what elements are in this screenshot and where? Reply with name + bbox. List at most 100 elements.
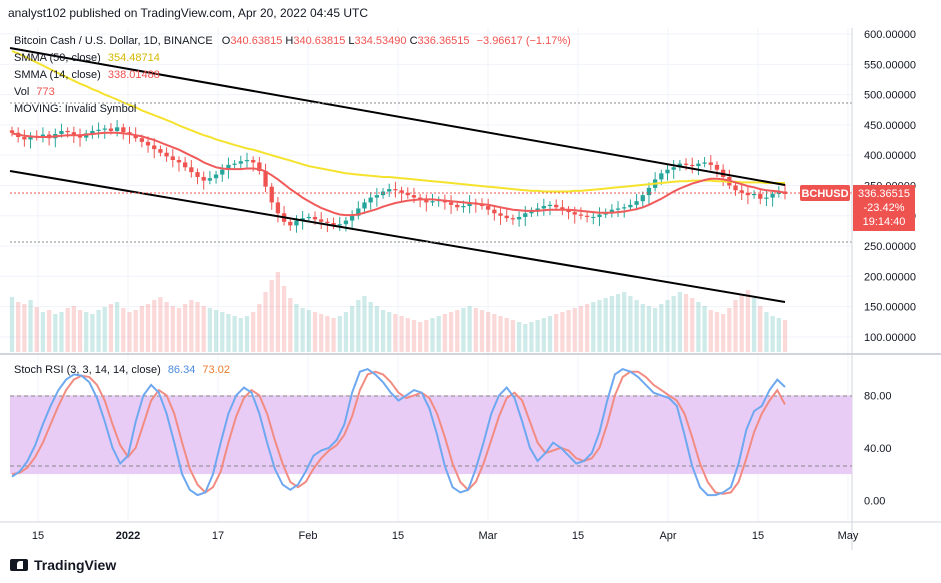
sma50-line bbox=[11, 50, 785, 193]
stoch-band bbox=[10, 395, 852, 475]
candle-body bbox=[164, 152, 169, 157]
stoch-k-line bbox=[11, 367, 786, 497]
candle-body bbox=[152, 145, 157, 150]
volume-bar bbox=[300, 308, 305, 352]
volume-bar bbox=[380, 310, 386, 352]
stoch-d-line bbox=[11, 370, 786, 495]
candle-body bbox=[108, 128, 114, 131]
volume-bar bbox=[609, 296, 614, 352]
volume-bar bbox=[337, 316, 342, 352]
candle-body bbox=[671, 167, 676, 170]
candle-body bbox=[102, 128, 107, 130]
volume-bar bbox=[696, 302, 701, 352]
sma14-label: SMMA (14, close) bbox=[14, 69, 101, 81]
volume-bar bbox=[46, 310, 52, 352]
price-tag: BCHUSD 336.36515 -23.42% 19:14:40 bbox=[800, 185, 915, 231]
volume-bar bbox=[622, 292, 627, 352]
candle-body bbox=[751, 193, 757, 196]
candle-body bbox=[294, 220, 299, 226]
volume-bar bbox=[189, 300, 194, 352]
price-tag-change: -23.42% bbox=[864, 202, 905, 214]
moving-legend[interactable]: MOVING: Invalid Symbol bbox=[14, 103, 136, 115]
volume-bar bbox=[183, 304, 188, 352]
candle-body bbox=[65, 130, 70, 133]
candle-body bbox=[59, 130, 64, 134]
time-tick-label: Mar bbox=[479, 530, 498, 542]
volume-bar bbox=[442, 314, 448, 352]
candle-body bbox=[405, 192, 410, 196]
candle-body bbox=[207, 178, 213, 181]
volume-bar bbox=[145, 304, 151, 352]
volume-bar bbox=[127, 312, 132, 352]
candle-body bbox=[362, 202, 367, 209]
volume-bar bbox=[121, 308, 126, 352]
candle-body bbox=[399, 190, 404, 193]
candle-body bbox=[492, 209, 497, 214]
volume-bar bbox=[708, 310, 713, 352]
volume-bar bbox=[714, 312, 720, 352]
candle-body bbox=[535, 208, 540, 211]
volume-bar bbox=[479, 310, 485, 352]
volume-bar bbox=[164, 302, 169, 352]
footer-brand-text: TradingView bbox=[34, 557, 117, 573]
volume-bar bbox=[677, 292, 683, 352]
main-legend-row: Bitcoin Cash / U.S. Dollar, 1D, BINANCE … bbox=[14, 35, 571, 47]
volume-bar bbox=[492, 314, 497, 352]
candle-body bbox=[90, 130, 95, 134]
stoch-tick-label: 40.00 bbox=[864, 443, 892, 455]
candle-body bbox=[411, 195, 417, 198]
volume-bar bbox=[65, 308, 70, 352]
volume-bar bbox=[436, 316, 441, 352]
volume-bar bbox=[281, 286, 287, 352]
volume-legend[interactable]: Vol 773 bbox=[14, 86, 55, 98]
volume-bar bbox=[566, 310, 571, 352]
volume-bar bbox=[584, 304, 590, 352]
volume-bar bbox=[597, 300, 602, 352]
volume-bar bbox=[727, 308, 732, 352]
footer-brand[interactable]: TradingView bbox=[10, 557, 116, 573]
volume-bar bbox=[201, 306, 206, 352]
candle-body bbox=[213, 174, 219, 179]
volume-bar bbox=[306, 310, 311, 352]
candle-body bbox=[145, 141, 151, 146]
volume-bar bbox=[430, 318, 435, 352]
volume-bar bbox=[40, 312, 46, 352]
volume-bar bbox=[102, 307, 107, 352]
volume-bar bbox=[331, 318, 336, 352]
candle-body bbox=[288, 221, 293, 226]
volume-bar bbox=[529, 322, 534, 352]
candle-body bbox=[312, 216, 318, 220]
candle-body bbox=[114, 127, 120, 131]
volume-bar bbox=[362, 296, 367, 352]
volume-bar bbox=[782, 320, 788, 352]
time-tick-label: Apr bbox=[659, 530, 676, 542]
candle-body bbox=[77, 135, 83, 138]
volume-bar bbox=[71, 306, 76, 352]
moving-label: MOVING: Invalid Symbol bbox=[14, 103, 137, 115]
sma50-legend[interactable]: SMMA (50, close) 354.48714 bbox=[14, 52, 160, 64]
stoch-tick-label: 80.00 bbox=[864, 390, 892, 402]
price-tick-label: 100.00000 bbox=[864, 332, 916, 344]
price-tick-label: 600.00000 bbox=[864, 29, 916, 41]
stoch-legend[interactable]: Stoch RSI (3, 3, 14, 14, close) 86.34 73… bbox=[14, 364, 230, 376]
time-tick-label: 17 bbox=[212, 530, 224, 542]
time-axis[interactable]: 15 2022 17 Feb 15 Mar 15 Apr 15 May bbox=[32, 530, 859, 542]
sma14-legend[interactable]: SMMA (14, close) 338.01488 bbox=[14, 69, 160, 81]
volume-bar bbox=[288, 298, 293, 352]
volume-bar bbox=[560, 312, 565, 352]
candle-body bbox=[238, 161, 243, 164]
candle-body bbox=[269, 186, 274, 203]
sma50-value: 354.48714 bbox=[107, 52, 160, 64]
volume-bar bbox=[152, 300, 157, 352]
volume-bar bbox=[368, 302, 373, 352]
volume-bar bbox=[523, 324, 528, 352]
volume-bar bbox=[467, 306, 472, 352]
volume-bar bbox=[393, 314, 398, 352]
volume-bar bbox=[770, 316, 775, 352]
volume-bar bbox=[739, 294, 744, 352]
volume-bar bbox=[244, 316, 250, 352]
candle-body bbox=[176, 160, 182, 163]
stoch-axis[interactable]: 80.00 40.00 0.00 bbox=[864, 390, 892, 507]
volume-bar bbox=[356, 300, 361, 352]
